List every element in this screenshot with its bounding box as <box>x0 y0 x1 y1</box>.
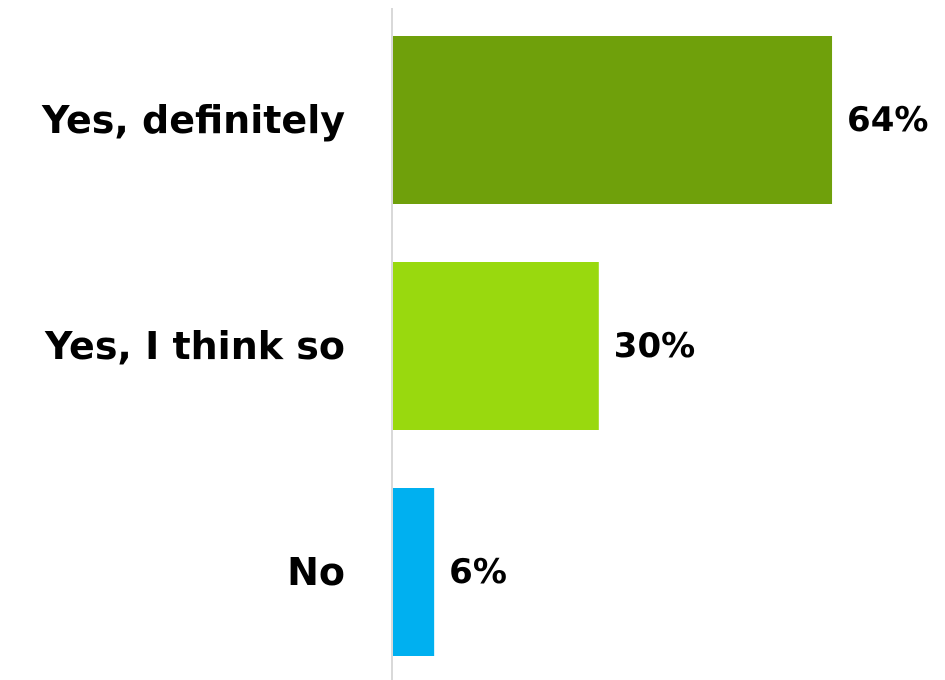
category-label-yes-i-think-so: Yes, I think so <box>44 324 345 368</box>
category-label-no: No <box>287 550 345 594</box>
data-labels-group: 64% 30% 6% <box>449 100 928 592</box>
bars-group <box>393 36 833 656</box>
bar-yes-i-think-so <box>393 262 599 430</box>
category-labels-group: Yes, definitely Yes, I think so No <box>41 98 345 594</box>
data-label-no: 6% <box>449 552 507 592</box>
bar-no <box>393 488 435 656</box>
category-label-yes-definitely: Yes, definitely <box>41 98 345 142</box>
data-label-yes-definitely: 64% <box>847 100 928 140</box>
data-label-yes-i-think-so: 30% <box>614 326 695 366</box>
bar-yes-definitely <box>393 36 833 204</box>
